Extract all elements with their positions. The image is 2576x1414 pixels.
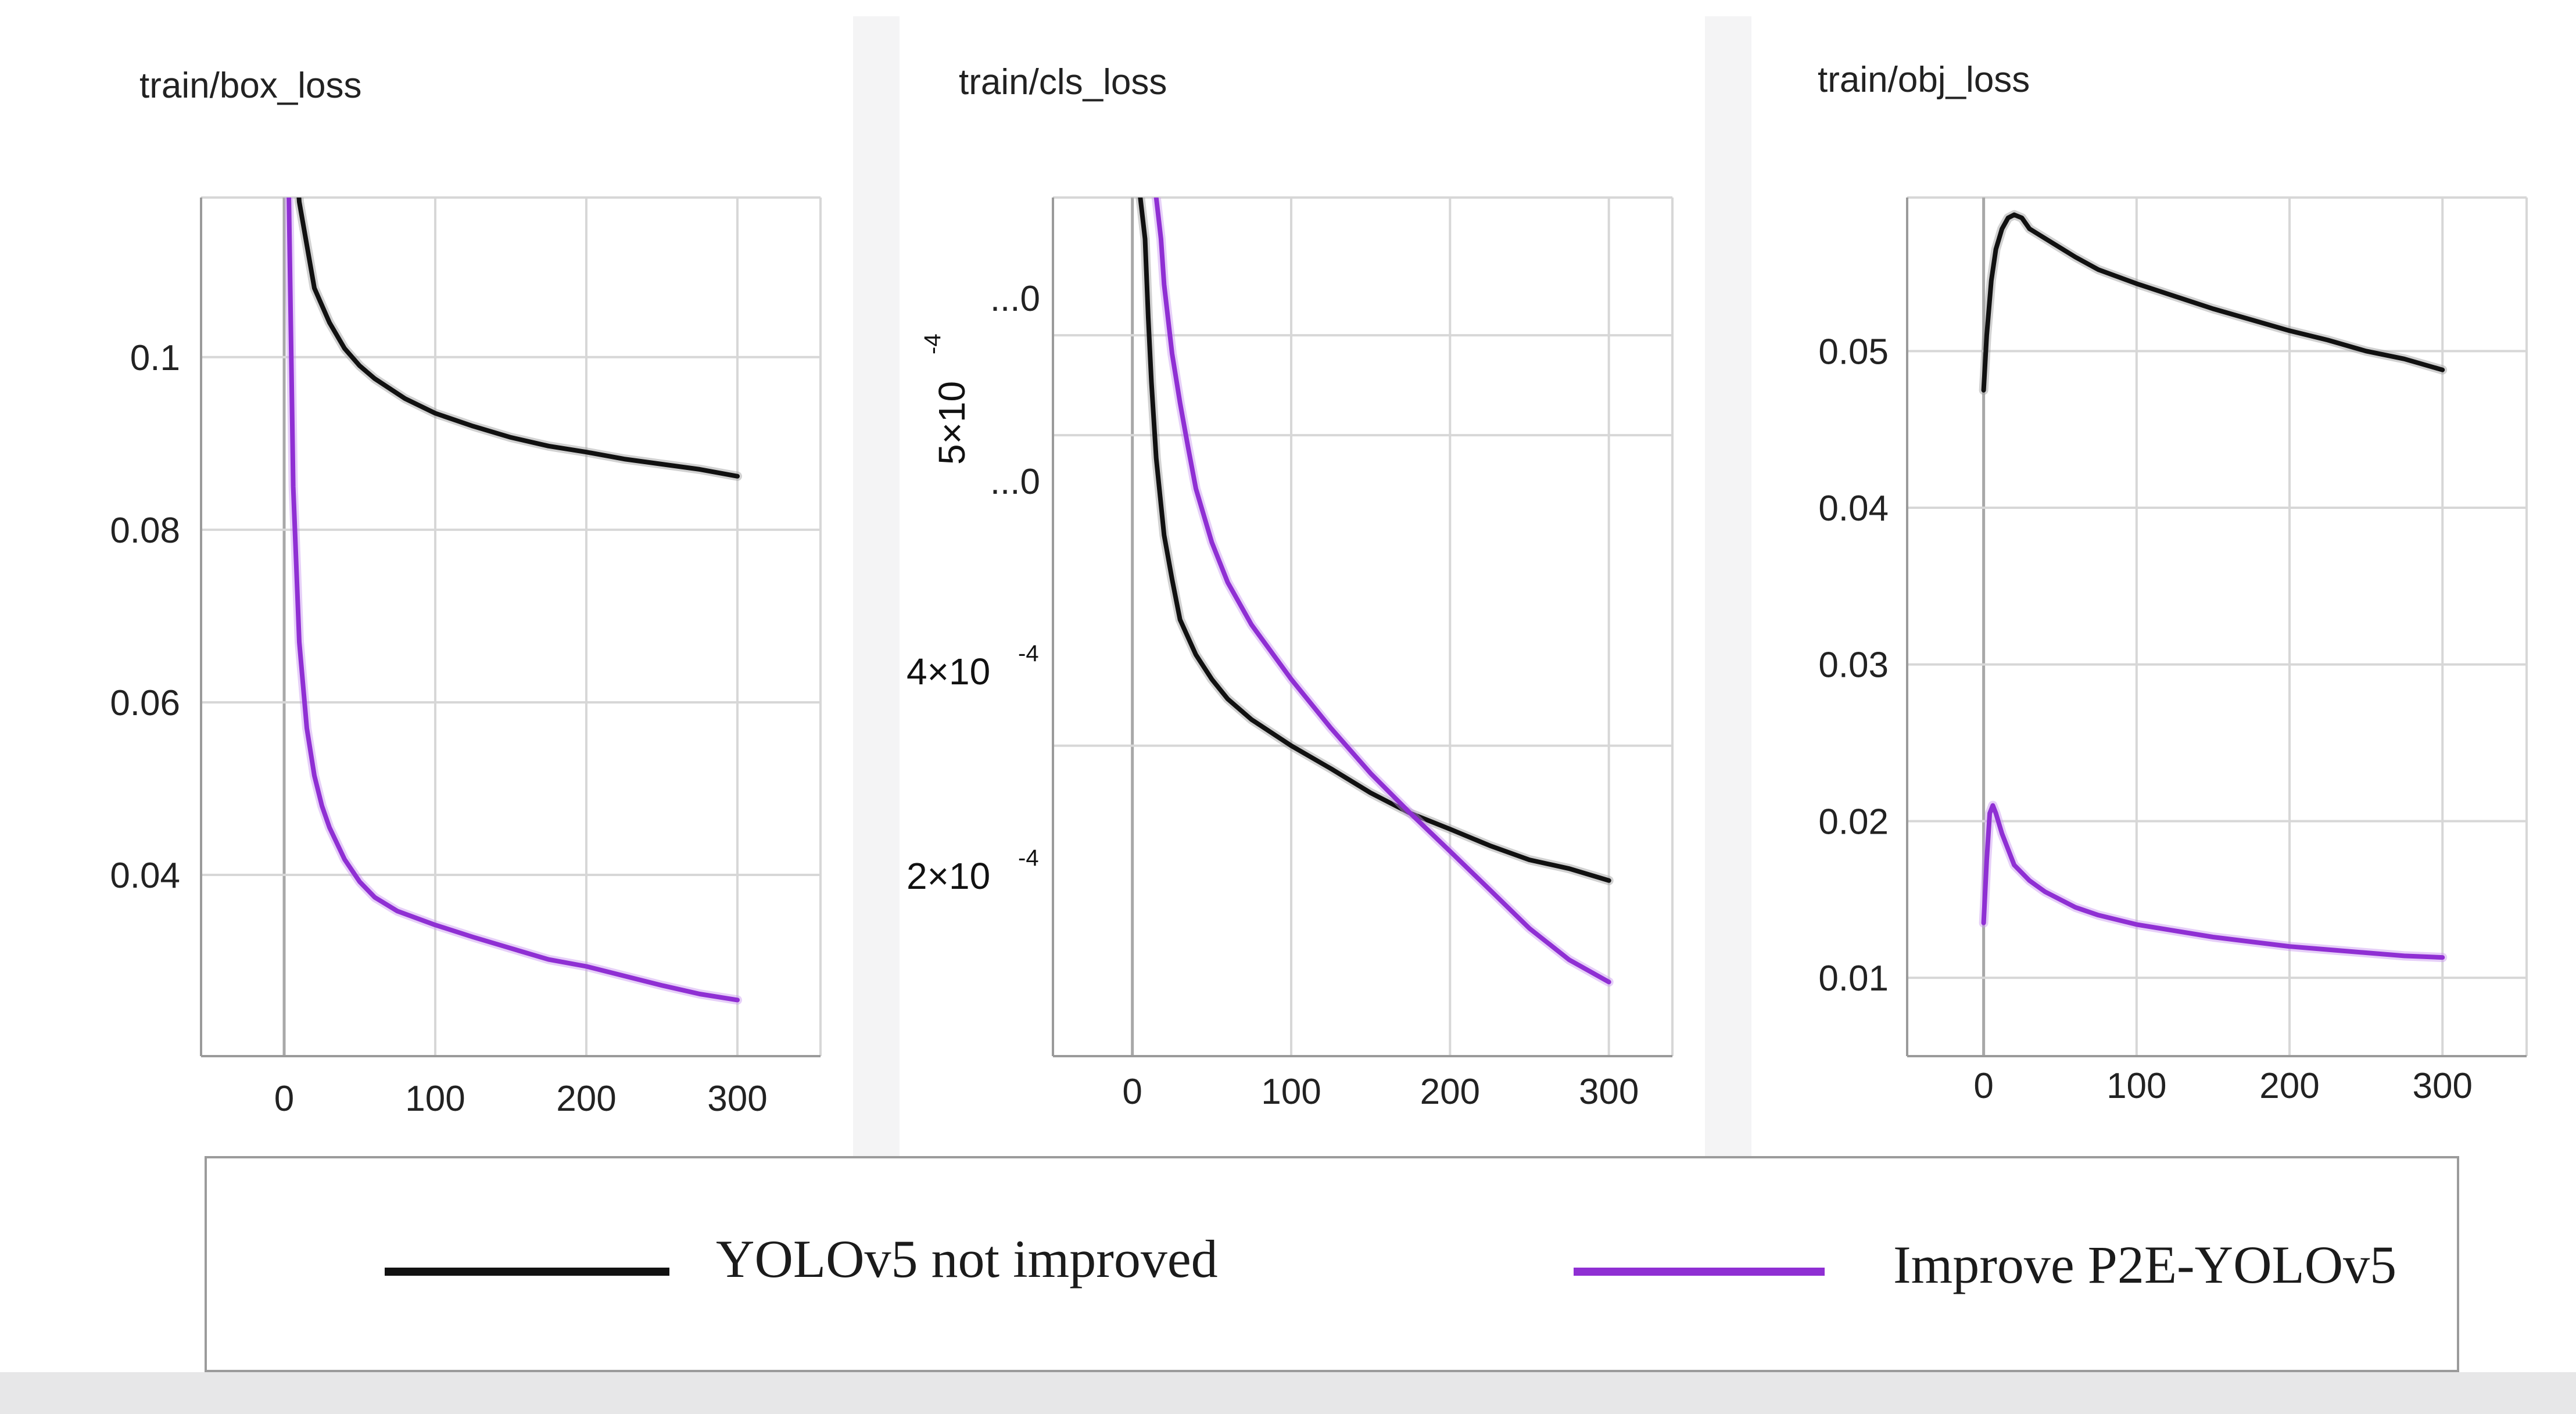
legend: YOLOv5 not improved Improve P2E-YOLOv5 [205, 1156, 2459, 1372]
y-tick-label: 0.02 [1818, 802, 1889, 842]
series-line-improved [286, 198, 740, 1003]
y-tick-label: 0.03 [1818, 645, 1889, 686]
x-tick-label: 200 [1420, 1072, 1480, 1112]
x-tick-label: 200 [556, 1079, 616, 1119]
chart-cls-loss: 0 100 200 300 [1052, 196, 1674, 1112]
y-tick-label-5e-4: 5×10 [931, 381, 973, 465]
series-group [1135, 198, 1614, 987]
y-tick-exponent-5e-4: -4 [920, 333, 945, 354]
panel-inner-cls [900, 16, 1705, 1230]
series-line-baseline [1138, 198, 1611, 883]
x-tick-label: 300 [707, 1079, 767, 1119]
series-line-improved-shadow [1979, 801, 2448, 963]
y-tick-label: 0.01 [1818, 959, 1889, 999]
y-tick-exponent-4e-4: -4 [1018, 641, 1039, 666]
x-tick-label: 100 [1261, 1072, 1321, 1112]
chart-title-cls-loss: train/cls_loss [959, 62, 1167, 102]
x-tick-label: 300 [1579, 1072, 1639, 1112]
chart-title-box-loss: train/box_loss [139, 66, 362, 106]
series-line-improved-shadow [284, 198, 742, 1005]
y-tick-label: 0.04 [110, 856, 180, 896]
y-tick-label-4e-4: 4×10 [907, 651, 990, 692]
series-line-improved [1153, 198, 1611, 985]
y-tick-label: 0.1 [130, 338, 180, 378]
chart-title-obj-loss: train/obj_loss [1818, 60, 2030, 100]
x-tick-label: 0 [1122, 1072, 1142, 1112]
x-tick-label: 300 [2413, 1066, 2473, 1106]
x-tick-label: 0 [1973, 1066, 1993, 1106]
bottom-band [0, 1372, 2576, 1414]
series-group [1979, 210, 2448, 963]
legend-label-baseline: YOLOv5 not improved [716, 1229, 1218, 1289]
y-tick-label-extra-1: ...0 [990, 279, 1040, 319]
y-tick-label-extra-2: ...0 [990, 462, 1040, 502]
legend-line-baseline [385, 1268, 669, 1276]
chart-obj-loss: 0 100 200 300 0.01 0.02 0.03 0.04 0.05 [1818, 196, 2528, 1106]
y-tick-label: 0.08 [110, 511, 180, 551]
y-tick-exponent-2e-4: -4 [1018, 845, 1039, 871]
x-tick-label: 100 [2106, 1066, 2166, 1106]
x-tick-label: 0 [274, 1079, 294, 1119]
y-tick-label: 0.04 [1818, 489, 1889, 529]
series-group [284, 198, 742, 1005]
panel-background-obj [1705, 16, 1751, 1230]
legend-label-improved: Improve P2E-YOLOv5 [1893, 1235, 2397, 1294]
chart-box-loss: 0 100 200 300 0.04 0.06 0.08 0.1 [110, 196, 822, 1119]
y-tick-label-2e-4: 2×10 [907, 855, 990, 897]
series-line-baseline [296, 198, 740, 479]
series-line-baseline [1981, 212, 2445, 393]
x-tick-label: 100 [405, 1079, 465, 1119]
y-tick-label: 0.06 [110, 683, 180, 723]
y-tick-label: 0.05 [1818, 332, 1889, 372]
series-line-improved [1981, 803, 2445, 960]
x-tick-label: 200 [2259, 1066, 2319, 1106]
legend-line-improved [1574, 1268, 1825, 1276]
